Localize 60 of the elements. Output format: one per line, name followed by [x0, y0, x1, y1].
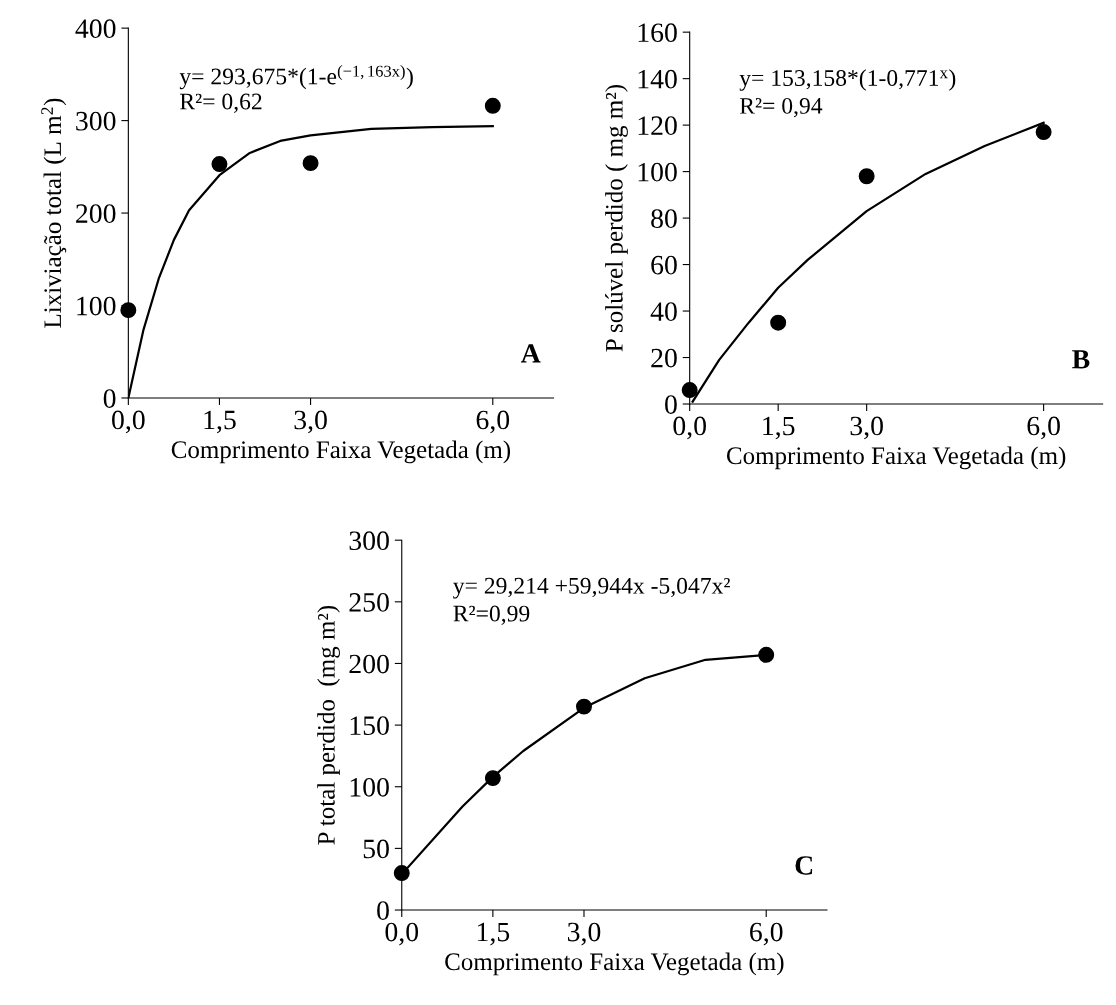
x-tick-label: 3,0 [850, 416, 883, 440]
x-tick-label: 3,0 [567, 922, 601, 946]
y-tick-label: 120 [638, 116, 677, 136]
y-tick-label: 140 [638, 69, 677, 89]
point [211, 156, 228, 173]
y-tick-label: 60 [651, 255, 677, 275]
point [770, 314, 787, 331]
y-tick-label: 80 [651, 209, 677, 228]
y-tick-label: 100 [638, 162, 677, 182]
annotation: y= 293,675*(1-e$^{(−1,163x)}$) [179, 65, 413, 90]
x-tick-label: 6,0 [1027, 416, 1060, 440]
y-tick-label: 40 [650, 302, 677, 321]
y-axis-title: P solúvel perdido ( mg m²) [605, 85, 628, 352]
point [681, 382, 698, 399]
x-axis-title: Comprimento Faixa Vegetada (m) [171, 440, 511, 464]
point [120, 302, 137, 319]
y-tick-label: 50 [363, 839, 389, 859]
annotation: y= 153,158*(1-0,771$^{x}$) [739, 69, 956, 91]
annotation: R²=0,99 [453, 605, 530, 625]
annotation: R²= 0,62 [180, 93, 262, 113]
x-tick-label: 1,5 [204, 410, 236, 434]
y-tick-label: 0 [665, 395, 677, 414]
x-tick-label: 0,0 [673, 416, 706, 440]
point [484, 770, 501, 787]
y-tick-label: 300 [76, 111, 116, 131]
x-axis-title: Comprimento Faixa Vegetada (m) [726, 446, 1066, 470]
point [484, 97, 501, 114]
y-tick-label: 0 [377, 901, 389, 920]
annotation: B [1072, 350, 1090, 369]
x-tick-label: 3,0 [294, 410, 327, 434]
annotation: A [520, 344, 541, 363]
point [758, 646, 775, 663]
x-tick-label: 0,0 [112, 410, 145, 434]
y-axis-title: Lixiviação total (L m$^{2}$) [41, 98, 67, 328]
y-tick-label: 20 [651, 348, 677, 368]
y-tick-label: 300 [349, 531, 389, 551]
point [576, 698, 592, 715]
y-tick-label: 150 [350, 716, 389, 736]
point [302, 155, 319, 172]
y-tick-label: 200 [76, 204, 116, 223]
x-tick-label: 0,0 [385, 922, 419, 946]
y-tick-label: 200 [349, 654, 389, 674]
y-tick-label: 100 [350, 777, 389, 797]
x-tick-label: 1,5 [763, 416, 795, 440]
point [1035, 124, 1052, 141]
annotation: y= 29,214 +59,944x -5,047x² [453, 577, 730, 599]
y-tick-label: 0 [103, 389, 116, 408]
x-tick-label: 1,5 [477, 922, 510, 946]
x-tick-label: 6,0 [476, 410, 510, 434]
x-axis-title: Comprimento Faixa Vegetada (m) [445, 952, 784, 976]
point [393, 865, 410, 882]
y-tick-label: 250 [349, 592, 389, 612]
x-tick-label: 6,0 [750, 922, 783, 946]
annotation: C [795, 856, 813, 875]
annotation: R²= 0,94 [739, 97, 823, 118]
point [858, 168, 875, 185]
y-tick-label: 400 [75, 19, 116, 39]
y-axis-title: P total perdido (mg m²) [317, 605, 340, 845]
y-tick-label: 160 [638, 23, 677, 43]
y-tick-label: 100 [77, 296, 116, 316]
